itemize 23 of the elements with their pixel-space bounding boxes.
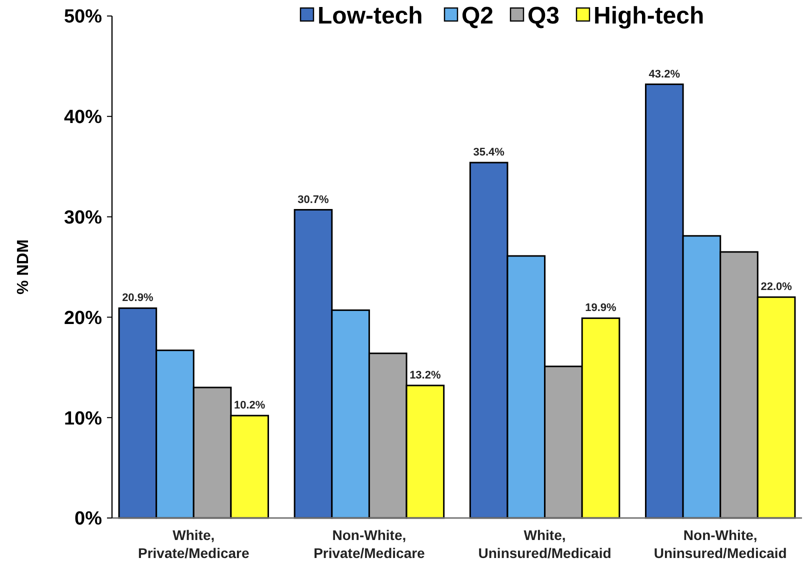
y-tick-label: 40% [64, 107, 102, 128]
data-label: 20.9% [122, 292, 154, 304]
x-tick-label: Non-White, Private/Medicare [314, 527, 426, 561]
legend-label: Q2 [462, 2, 494, 30]
data-label: 22.0% [760, 281, 792, 294]
y-axis-title: % NDM [15, 239, 32, 295]
y-tick-label: 30% [64, 207, 102, 228]
y-tick-label: 0% [74, 508, 102, 530]
data-label: 30.7% [298, 194, 330, 206]
y-tick-label: 50% [64, 6, 102, 28]
data-label: 43.2% [648, 68, 680, 80]
data-label: 13.2% [410, 369, 441, 382]
legend-label: Low-tech [318, 2, 423, 30]
data-label: 19.9% [585, 302, 617, 314]
legend-label: Q3 [528, 2, 560, 30]
y-tick-label: 10% [64, 408, 102, 430]
y-tick-label: 20% [64, 308, 102, 329]
data-label: 35.4% [473, 146, 505, 159]
x-tick-label: White, Private/Medicare [138, 527, 250, 561]
x-tick-label: White, Uninsured/Medicaid [478, 527, 612, 561]
legend-label: High-tech [594, 2, 704, 30]
x-tick-label: Non-White, Uninsured/Medicaid [654, 527, 787, 561]
data-label: 10.2% [234, 400, 266, 412]
